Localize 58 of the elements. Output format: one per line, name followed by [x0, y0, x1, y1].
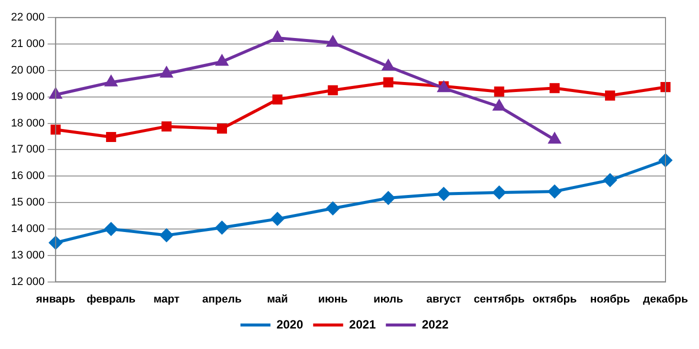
x-tick-label: январь	[36, 293, 76, 306]
point	[216, 124, 228, 134]
y-tick-label: 12 000	[10, 276, 45, 288]
point	[50, 124, 61, 135]
point	[327, 36, 339, 47]
point	[494, 86, 504, 97]
point	[382, 192, 395, 205]
x-tick-label: июль	[373, 293, 404, 306]
point	[106, 132, 116, 142]
point	[605, 90, 616, 101]
point	[216, 55, 228, 66]
legend-label: 2022	[422, 317, 449, 332]
x-tick-label: апрель	[202, 293, 242, 306]
y-tick-label: 16 000	[10, 170, 45, 182]
point	[493, 100, 506, 111]
point	[272, 94, 282, 105]
x-tick-label: октябрь	[532, 293, 578, 306]
x-tick-label: декабрь	[643, 293, 688, 306]
x-tick-label: сентябрь	[474, 293, 525, 306]
y-tick-label: 15 000	[10, 196, 45, 209]
point	[604, 174, 617, 187]
point	[104, 222, 118, 236]
point	[50, 88, 62, 99]
point	[272, 31, 284, 42]
point	[105, 76, 117, 86]
point	[660, 82, 671, 92]
point	[160, 67, 172, 78]
x-tick-label: июнь	[318, 293, 348, 306]
point	[548, 133, 560, 144]
y-tick-label: 20 000	[10, 64, 45, 76]
point	[659, 154, 672, 167]
x-tick-label: август	[426, 293, 462, 306]
y-tick-label: 14 000	[10, 222, 45, 235]
point	[326, 202, 340, 215]
y-tick-label: 18 000	[10, 117, 45, 130]
point	[550, 83, 560, 94]
y-tick-label: 22 000	[10, 12, 45, 24]
legend-label: 2021	[349, 317, 376, 332]
x-tick-label: май	[266, 293, 288, 306]
point	[492, 186, 506, 199]
point	[548, 184, 562, 198]
point	[437, 187, 450, 200]
point	[161, 121, 172, 132]
point	[160, 228, 174, 242]
x-tick-label: ноябрь	[590, 293, 630, 306]
point	[270, 212, 284, 226]
y-tick-label: 13 000	[10, 249, 45, 262]
point	[383, 77, 394, 88]
point	[49, 236, 62, 250]
y-tick-label: 17 000	[10, 144, 45, 156]
point	[215, 221, 228, 234]
x-tick-label: март	[153, 293, 180, 306]
point	[328, 85, 338, 96]
x-tick-label: февраль	[86, 293, 136, 306]
y-tick-label: 21 000	[10, 38, 45, 50]
legend-label: 2020	[276, 317, 304, 332]
y-tick-label: 19 000	[10, 90, 45, 103]
point	[382, 60, 394, 70]
